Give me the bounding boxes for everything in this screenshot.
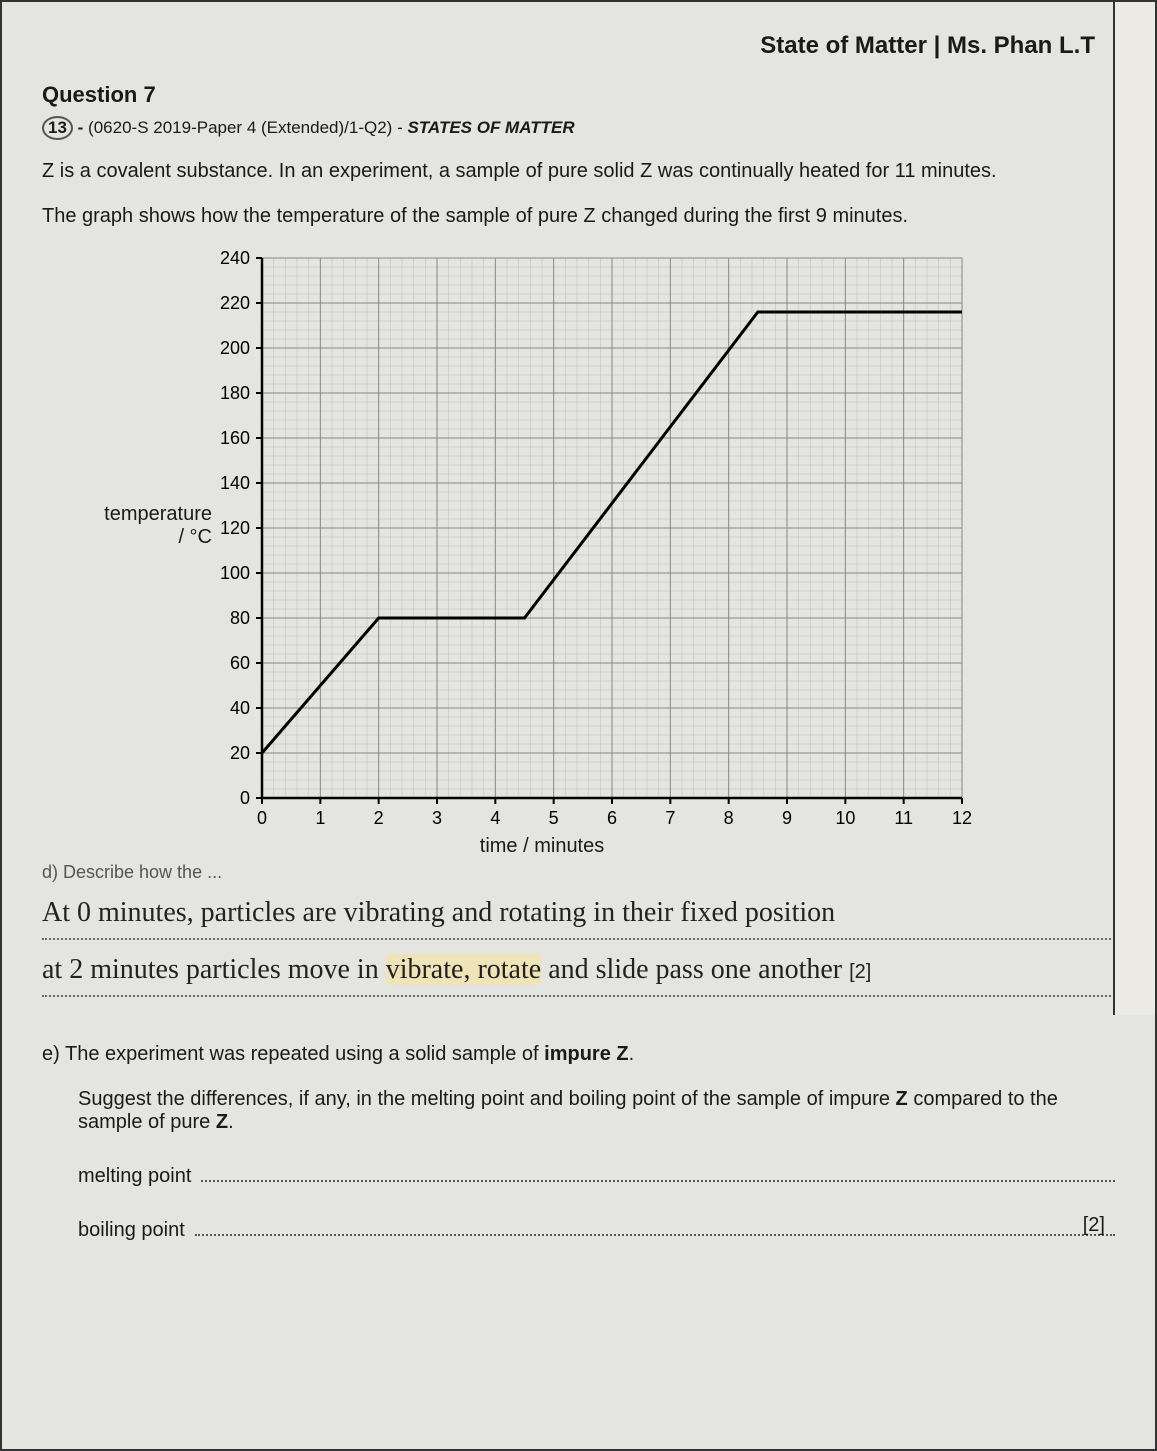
svg-text:4: 4 — [490, 808, 500, 828]
part-e-section: e) The experiment was repeated using a s… — [42, 1043, 1115, 1242]
svg-text:40: 40 — [230, 698, 250, 718]
svg-text:2: 2 — [374, 808, 384, 828]
chart-svg: 0123456789101112020406080100120140160180… — [102, 248, 982, 848]
intro-paragraph-1: Z is a covalent substance. In an experim… — [42, 158, 1022, 185]
svg-text:60: 60 — [230, 653, 250, 673]
svg-text:1: 1 — [315, 808, 325, 828]
svg-text:120: 120 — [220, 518, 250, 538]
handwritten-answer-line-2: at 2 minutes particles move in vibrate, … — [42, 942, 1115, 997]
svg-text:240: 240 — [220, 248, 250, 268]
svg-text:5: 5 — [549, 808, 559, 828]
svg-text:160: 160 — [220, 428, 250, 448]
part-e-suggest: Suggest the differences, if any, in the … — [78, 1088, 1115, 1134]
question-heading: Question 7 — [42, 82, 1115, 108]
svg-text:180: 180 — [220, 383, 250, 403]
svg-text:0: 0 — [257, 808, 267, 828]
svg-text:220: 220 — [220, 293, 250, 313]
page-header: State of Matter | Ms. Phan L.T — [760, 32, 1095, 60]
svg-text:7: 7 — [665, 808, 675, 828]
dotted-line — [195, 1214, 1115, 1236]
temperature-time-chart: temperature / °C 01234567891011120204060… — [102, 248, 982, 848]
svg-text:12: 12 — [952, 808, 972, 828]
svg-text:6: 6 — [607, 808, 617, 828]
svg-text:9: 9 — [782, 808, 792, 828]
svg-text:8: 8 — [724, 808, 734, 828]
right-margin-strip — [1113, 2, 1155, 1015]
question-reference: 13 - (0620-S 2019-Paper 4 (Extended)/1-Q… — [42, 116, 1115, 140]
svg-text:100: 100 — [220, 563, 250, 583]
part-e-letter: e) — [42, 1043, 60, 1065]
part-d-marks: [2] — [849, 961, 871, 983]
part-e-marks: [2] — [1083, 1214, 1105, 1237]
topic-label: STATES OF MATTER — [407, 118, 574, 137]
melting-point-label: melting point — [78, 1165, 191, 1188]
svg-text:140: 140 — [220, 473, 250, 493]
melting-point-answer-line: melting point — [78, 1160, 1115, 1188]
dotted-line — [201, 1160, 1115, 1182]
part-e-prompt: The experiment was repeated using a soli… — [65, 1043, 634, 1065]
x-axis-label: time / minutes — [480, 835, 604, 858]
svg-text:11: 11 — [894, 808, 913, 828]
svg-text:20: 20 — [230, 743, 250, 763]
part-d-prompt-fragment: d) Describe how the ... — [42, 862, 1115, 883]
question-number-circle: 13 — [42, 116, 73, 140]
svg-text:3: 3 — [432, 808, 442, 828]
paper-reference: (0620-S 2019-Paper 4 (Extended)/1-Q2) — [88, 118, 392, 137]
boiling-point-label: boiling point — [78, 1219, 185, 1242]
handwritten-answer-line-1: At 0 minutes, particles are vibrating an… — [42, 885, 1115, 940]
y-axis-label: temperature / °C — [92, 503, 212, 549]
worksheet-page: State of Matter | Ms. Phan L.T Question … — [0, 0, 1157, 1451]
svg-text:10: 10 — [835, 808, 855, 828]
intro-paragraph-2: The graph shows how the temperature of t… — [42, 203, 1022, 230]
svg-text:80: 80 — [230, 608, 250, 628]
svg-text:0: 0 — [240, 788, 250, 808]
boiling-point-answer-line: boiling point [2] — [78, 1214, 1115, 1242]
svg-text:200: 200 — [220, 338, 250, 358]
